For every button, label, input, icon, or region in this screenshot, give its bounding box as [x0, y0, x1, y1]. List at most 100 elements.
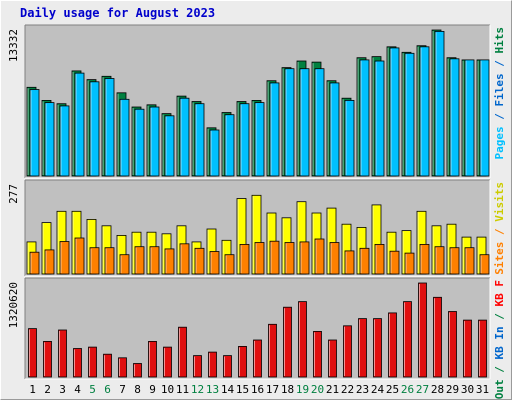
day-label-23: 23 — [356, 383, 369, 396]
bar-sites-26 — [404, 252, 415, 275]
day-label-17: 17 — [266, 383, 279, 396]
bar-files-11 — [179, 97, 190, 177]
day-label-15: 15 — [236, 383, 249, 396]
bar-kb-f-15 — [238, 345, 247, 378]
day-label-16: 16 — [251, 383, 264, 396]
bar-kb-f-25 — [388, 312, 397, 378]
bar-sites-20 — [314, 238, 325, 275]
legend-segment: / — [493, 107, 506, 127]
day-label-26: 26 — [401, 383, 414, 396]
bar-files-24 — [374, 60, 385, 177]
legend-segment: / — [493, 54, 506, 74]
bar-kb-f-14 — [223, 355, 232, 378]
bar-kb-f-17 — [268, 323, 277, 378]
bar-sites-6 — [104, 247, 115, 275]
legend-segment: Sites — [493, 242, 506, 275]
bar-sites-22 — [344, 250, 355, 275]
legend-segment: / — [493, 307, 506, 327]
legend-segment: Pages — [493, 126, 506, 159]
bar-kb-f-9 — [148, 340, 157, 378]
bar-kb-f-11 — [178, 326, 187, 378]
bar-files-18 — [284, 68, 295, 177]
day-label-10: 10 — [161, 383, 174, 396]
day-label-21: 21 — [326, 383, 339, 396]
bar-kb-f-24 — [373, 318, 382, 378]
bar-sites-5 — [89, 247, 100, 275]
bar-kb-f-13 — [208, 351, 217, 378]
panel-legend: Pages / Files / Hits — [493, 27, 506, 160]
bar-kb-f-16 — [253, 339, 262, 378]
bar-sites-12 — [194, 247, 205, 275]
legend-segment: / — [493, 360, 506, 380]
day-label-30: 30 — [461, 383, 474, 396]
day-label-4: 4 — [74, 383, 81, 396]
legend-segment: Visits — [493, 182, 506, 222]
bar-files-27 — [419, 46, 430, 177]
legend-segment: KB Out — [493, 379, 506, 400]
panel-kbytes: 1320620 KB Out / KB In / KB F — [7, 277, 506, 400]
bar-files-1 — [29, 89, 40, 177]
bar-files-17 — [269, 82, 280, 177]
day-label-31: 31 — [476, 383, 489, 396]
bar-files-8 — [134, 108, 145, 177]
day-label-24: 24 — [371, 383, 385, 396]
panel-legend: KB Out / KB In / KB F — [493, 280, 506, 400]
day-label-13: 13 — [206, 383, 219, 396]
bar-files-5 — [89, 81, 100, 177]
legend-segment: Hits — [493, 27, 506, 54]
bar-sites-14 — [224, 254, 235, 275]
bar-kb-f-21 — [328, 339, 337, 378]
chart-title: Daily usage for August 2023 — [20, 6, 216, 20]
bar-kb-f-29 — [448, 311, 457, 378]
day-label-1: 1 — [29, 383, 36, 396]
bar-sites-19 — [299, 241, 310, 275]
day-label-8: 8 — [134, 383, 141, 396]
bar-sites-17 — [269, 240, 280, 275]
bar-sites-16 — [254, 242, 265, 275]
day-label-19: 19 — [296, 383, 309, 396]
legend-segment: / — [493, 222, 506, 242]
bar-sites-8 — [134, 246, 145, 275]
bar-sites-3 — [59, 241, 70, 275]
bar-kb-f-4 — [73, 348, 82, 378]
bar-files-31 — [479, 59, 490, 177]
panel-max-label: 1320620 — [7, 282, 20, 328]
bar-sites-2 — [44, 249, 55, 275]
bar-files-2 — [44, 102, 55, 177]
bar-files-21 — [329, 82, 340, 177]
bar-kb-f-31 — [478, 319, 487, 378]
day-label-2: 2 — [44, 383, 51, 396]
bar-files-12 — [194, 103, 205, 177]
bar-sites-7 — [119, 254, 130, 275]
bar-kb-f-30 — [463, 319, 472, 378]
bar-files-23 — [359, 59, 370, 177]
bar-files-28 — [434, 30, 445, 177]
bar-files-19 — [299, 68, 310, 177]
bar-kb-f-6 — [103, 353, 112, 378]
bar-files-13 — [209, 129, 220, 177]
bar-files-10 — [164, 115, 175, 177]
bar-files-4 — [74, 72, 85, 177]
bar-files-7 — [119, 98, 130, 177]
bar-kb-f-26 — [403, 301, 412, 378]
bar-kb-f-18 — [283, 306, 292, 378]
panel-visits-sites: 277 Sites / Visits — [7, 179, 506, 277]
panel-legend: Sites / Visits — [493, 182, 506, 275]
bar-files-6 — [104, 78, 115, 177]
bar-sites-18 — [284, 242, 295, 275]
bar-kb-f-22 — [343, 325, 352, 378]
panel-max-label: 13332 — [7, 29, 20, 62]
bar-kb-f-3 — [58, 329, 67, 378]
bar-kb-f-1 — [28, 328, 37, 378]
bar-sites-4 — [74, 237, 85, 275]
bar-files-29 — [449, 58, 460, 177]
bar-sites-15 — [239, 243, 250, 275]
bar-kb-f-23 — [358, 318, 367, 378]
bar-kb-f-5 — [88, 346, 97, 378]
bar-files-20 — [314, 68, 325, 177]
bar-sites-21 — [329, 242, 340, 275]
bar-kb-f-12 — [193, 355, 202, 378]
bar-sites-1 — [29, 251, 40, 275]
bar-kb-f-27 — [418, 282, 427, 378]
